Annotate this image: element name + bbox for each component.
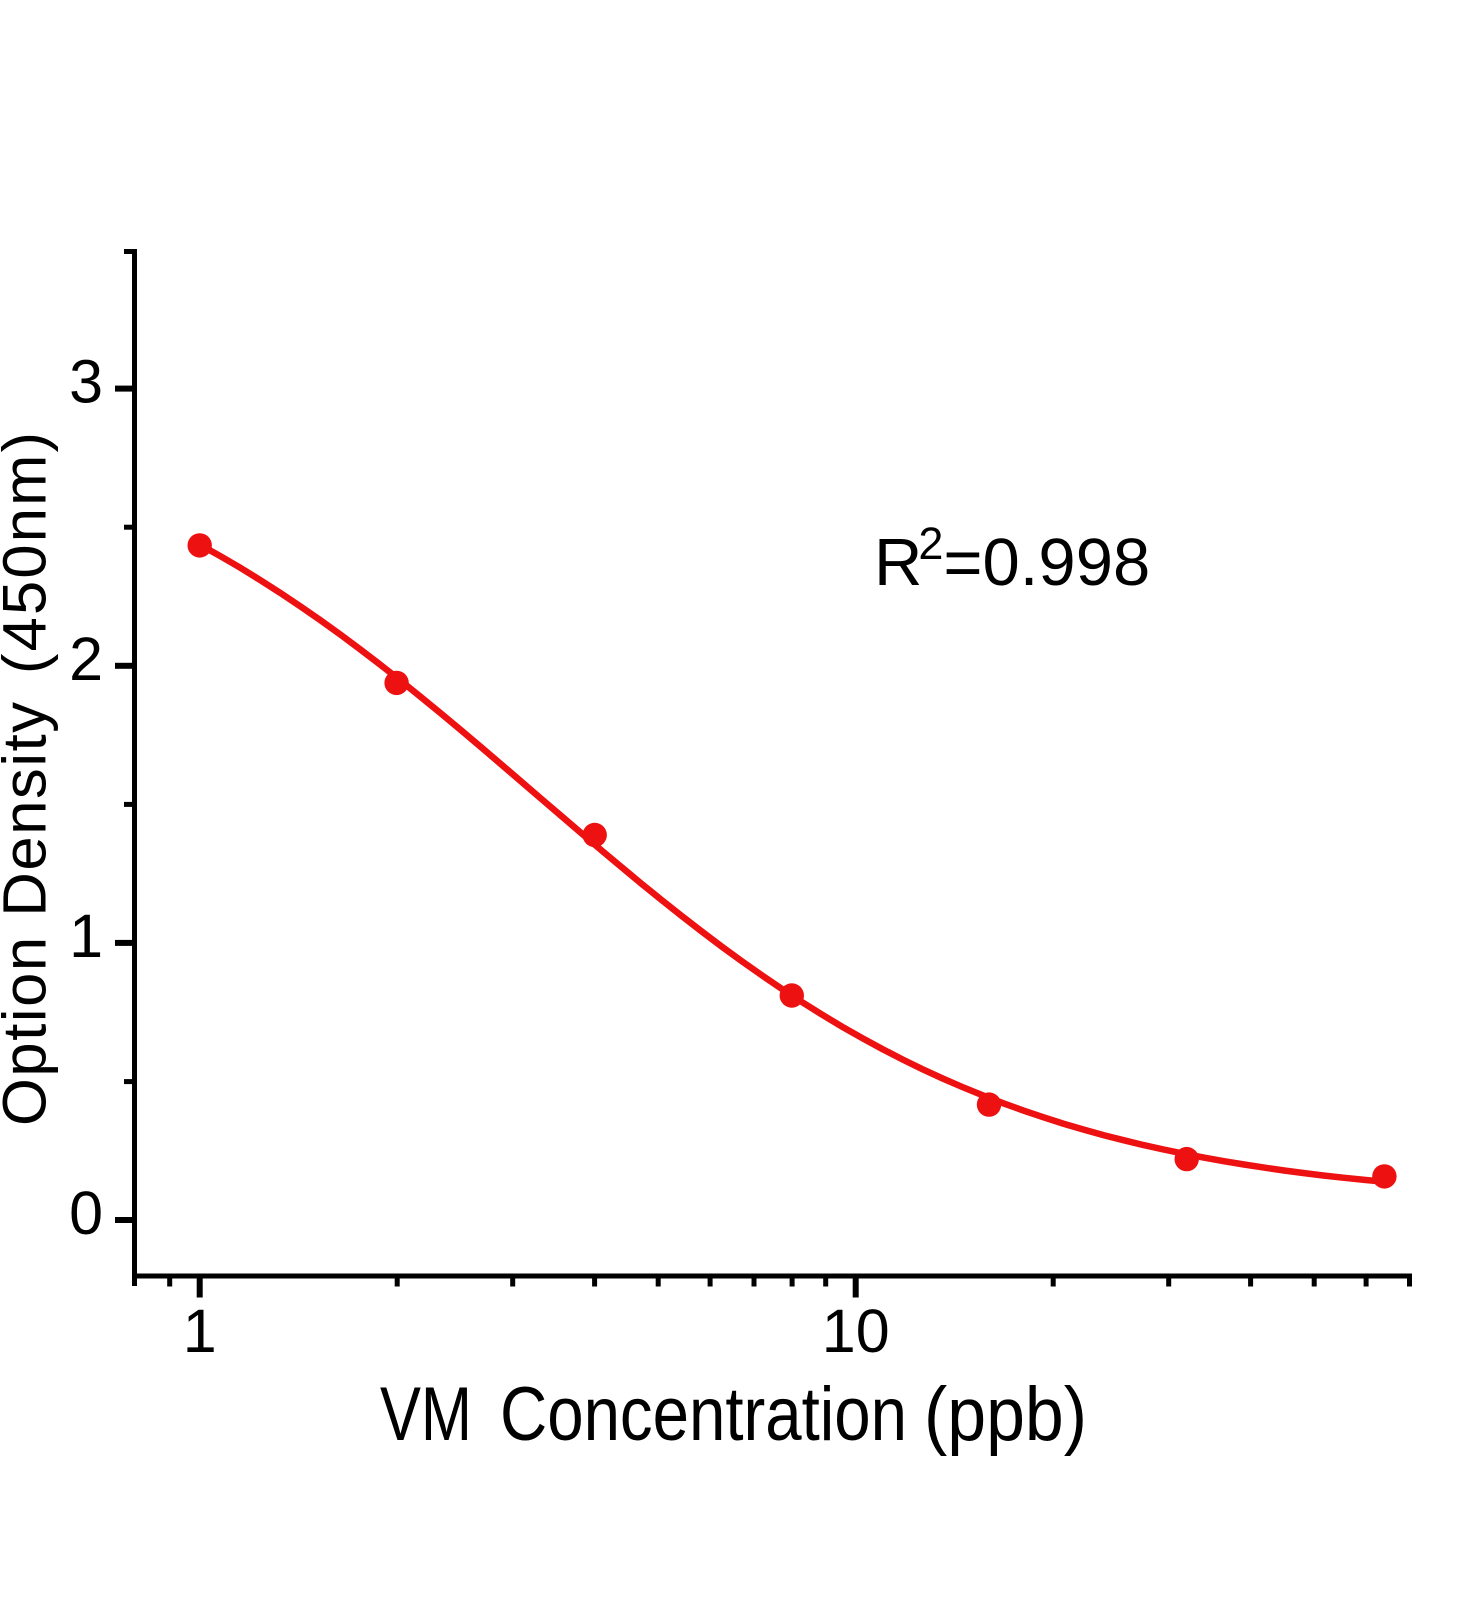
svg-text:1: 1	[69, 902, 103, 970]
svg-text:3: 3	[69, 348, 103, 416]
svg-text:Concentration: Concentration	[500, 1372, 907, 1457]
svg-text:Option Density: Option Density	[0, 702, 60, 1126]
svg-text:(450nm): (450nm)	[0, 432, 60, 674]
svg-text:0: 0	[69, 1179, 103, 1247]
svg-text:(ppb): (ppb)	[924, 1372, 1087, 1457]
svg-text:VM: VM	[380, 1372, 472, 1457]
svg-text:1: 1	[183, 1297, 217, 1365]
svg-text:R2=0.998: R2=0.998	[874, 518, 1150, 600]
svg-text:10: 10	[822, 1297, 890, 1365]
svg-text:2: 2	[69, 625, 103, 693]
